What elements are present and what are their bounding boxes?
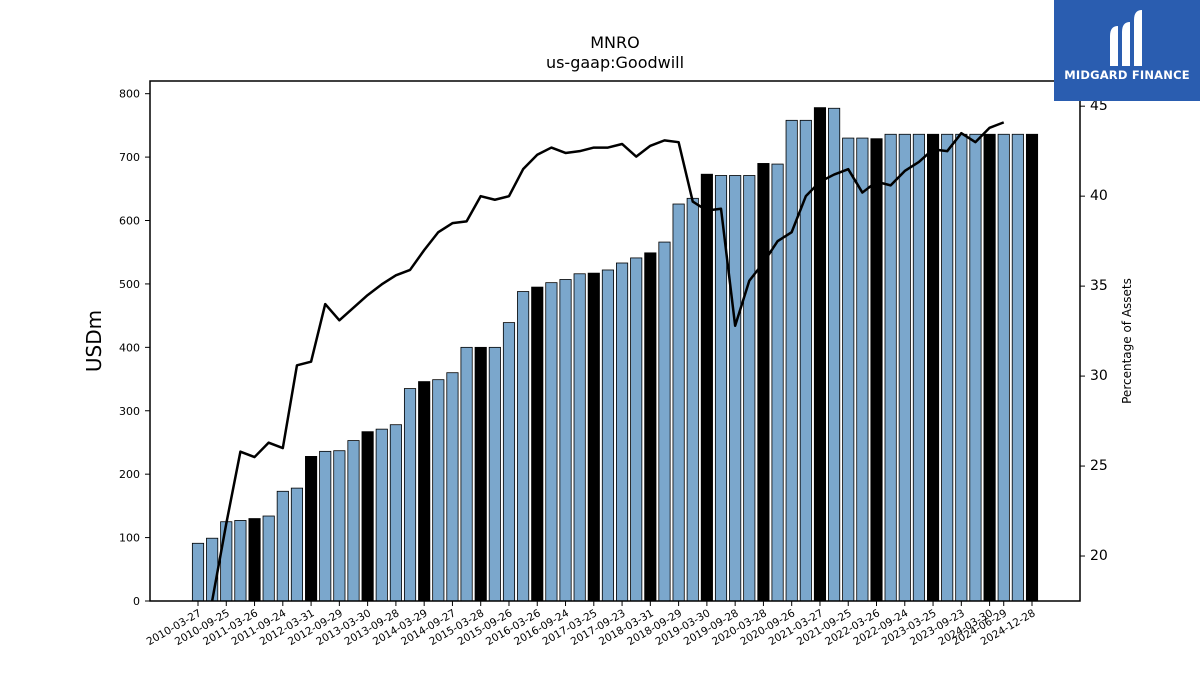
bar <box>630 257 643 602</box>
bar <box>828 107 841 602</box>
bar <box>771 163 784 602</box>
y2-tick-label: 25 <box>1090 458 1108 474</box>
bar <box>262 515 275 602</box>
y-tick-label: 200 <box>119 468 140 481</box>
left-axis-ticks: 0 100 200 300 400 500 600 700 800 <box>119 88 150 608</box>
bar <box>884 133 897 602</box>
bar <box>488 346 501 602</box>
bar <box>545 282 558 602</box>
y2-tick-label: 35 <box>1090 278 1108 294</box>
y-tick-label: 300 <box>119 405 140 418</box>
bar <box>601 269 614 602</box>
bar <box>305 456 318 602</box>
y-tick-label: 800 <box>119 88 140 101</box>
y-tick-label: 100 <box>119 532 140 545</box>
bar <box>1025 133 1039 602</box>
y2-tick-label: 20 <box>1090 548 1108 564</box>
bar <box>403 388 417 602</box>
x-axis-ticks: 2010-03-272010-09-252011-03-262011-09-24… <box>145 601 1038 648</box>
brand-name: MIDGARD FINANCE <box>1064 68 1190 82</box>
bar <box>672 203 685 602</box>
bar <box>898 133 911 602</box>
bar <box>559 279 572 602</box>
bar <box>686 197 699 602</box>
bar <box>432 379 445 602</box>
bar <box>700 173 713 602</box>
bar <box>361 431 374 602</box>
y2-tick-label: 40 <box>1090 188 1108 204</box>
percentage-line <box>210 121 1005 602</box>
y-tick-label: 700 <box>119 151 140 164</box>
bar <box>248 518 261 602</box>
y2-axis-label: Percentage of Assets <box>1120 278 1134 404</box>
bar <box>969 133 982 602</box>
bar <box>757 163 770 602</box>
bar <box>927 133 940 602</box>
brand-logo: MIDGARD FINANCE <box>1054 0 1200 101</box>
right-axis-ticks: 20 25 30 35 40 45 <box>1080 98 1108 564</box>
bar <box>191 542 205 602</box>
chart-subtitle: us-gaap:Goodwill <box>546 53 684 72</box>
bar <box>347 440 360 602</box>
bar <box>743 175 756 602</box>
bar <box>502 322 516 602</box>
bar <box>785 119 798 602</box>
bar <box>955 133 968 602</box>
bar <box>997 133 1010 602</box>
bar <box>375 428 388 602</box>
bar <box>234 520 247 602</box>
bar <box>616 262 629 602</box>
bar <box>573 273 586 602</box>
bar <box>220 521 233 602</box>
bar <box>517 291 530 602</box>
y-tick-label: 600 <box>119 215 140 228</box>
bar <box>531 286 544 602</box>
bar <box>460 346 473 602</box>
bar <box>206 537 219 602</box>
y-tick-label: 500 <box>119 278 140 291</box>
bar <box>333 450 346 602</box>
bar <box>912 133 925 602</box>
bar <box>644 252 657 602</box>
bar <box>587 272 600 602</box>
bar <box>983 133 996 602</box>
plot-frame <box>149 80 1081 602</box>
bar <box>1011 133 1024 602</box>
bar <box>276 490 289 602</box>
y-tick-label: 0 <box>133 595 140 608</box>
y2-tick-label: 30 <box>1090 368 1108 384</box>
bar-series <box>191 107 1039 602</box>
bar <box>290 487 304 602</box>
bar <box>658 241 671 602</box>
bar <box>856 137 869 602</box>
bar <box>418 381 431 602</box>
bar <box>729 175 742 602</box>
bar <box>941 133 954 602</box>
midgard-logo-icon <box>1110 10 1142 66</box>
bar <box>870 138 883 602</box>
y-axis-label: USDm <box>82 310 106 372</box>
y2-tick-label: 45 <box>1090 98 1108 114</box>
bar <box>446 372 459 602</box>
y-tick-label: 400 <box>119 341 140 354</box>
bar <box>319 450 332 602</box>
line-series <box>210 121 1005 602</box>
bar <box>842 137 855 602</box>
bar <box>389 424 402 602</box>
bar <box>474 346 487 602</box>
chart-title: MNRO <box>590 33 639 52</box>
